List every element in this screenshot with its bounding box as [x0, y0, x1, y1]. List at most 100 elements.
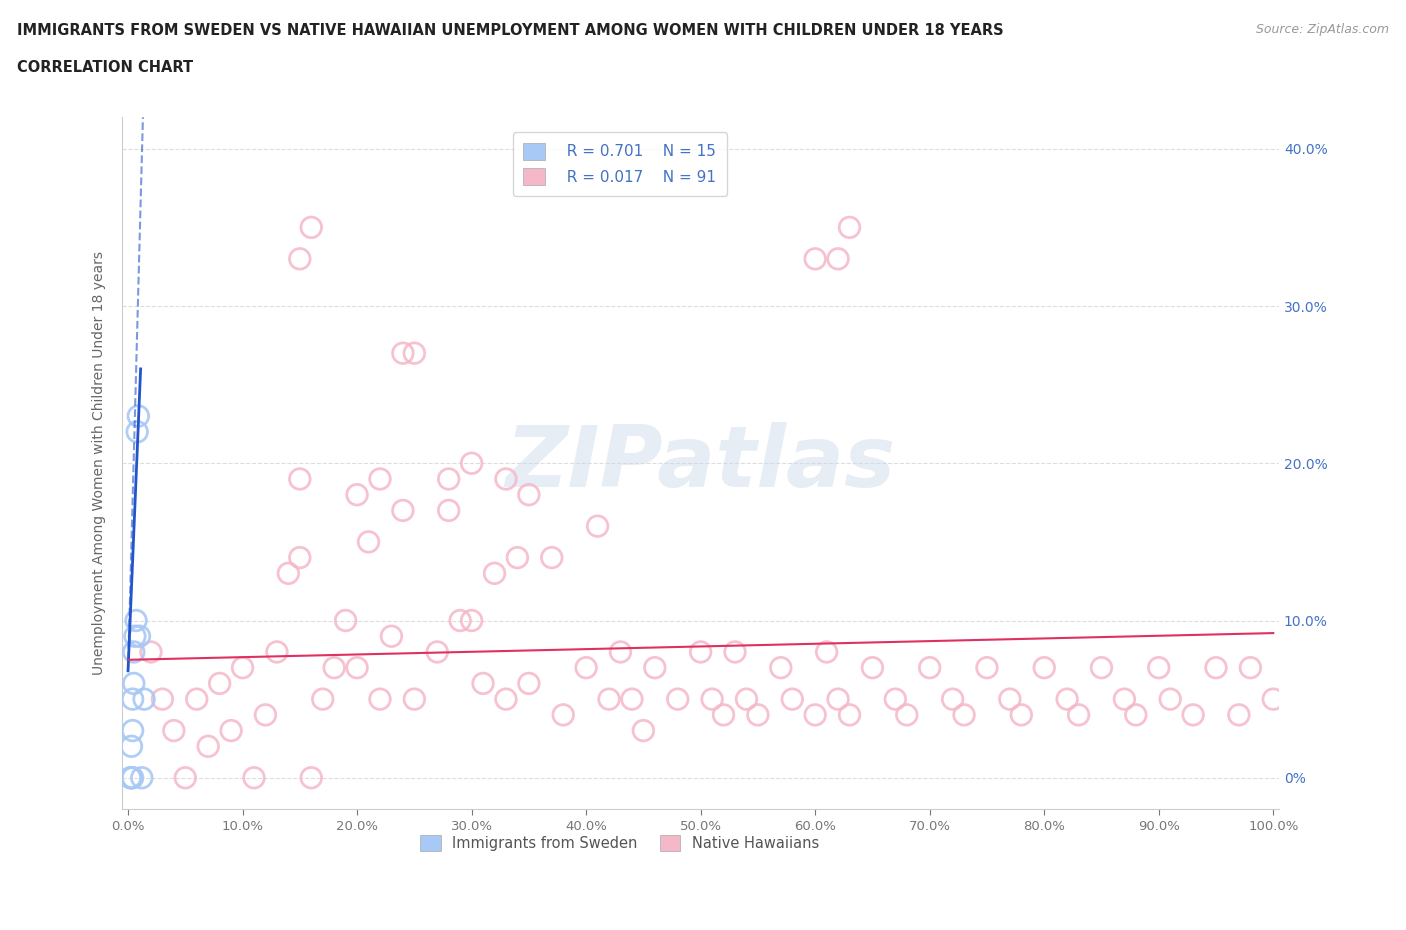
Point: [1090, 660, 1112, 675]
Point: [780, 692, 803, 707]
Point: [127, 424, 149, 439]
Point: [368, 472, 391, 486]
Point: [472, 676, 495, 691]
Point: [713, 708, 735, 723]
Point: [540, 551, 562, 565]
Point: [437, 472, 460, 486]
Point: [392, 346, 415, 361]
Point: [219, 724, 242, 738]
Point: [277, 565, 299, 580]
Legend: Immigrants from Sweden, Native Hawaiians: Immigrants from Sweden, Native Hawaiians: [415, 829, 825, 857]
Point: [131, 770, 153, 785]
Point: [1125, 708, 1147, 723]
Point: [517, 676, 540, 691]
Point: [1010, 708, 1032, 723]
Point: [896, 708, 918, 723]
Point: [1263, 692, 1285, 707]
Point: [769, 660, 792, 675]
Point: [122, 644, 145, 659]
Point: [953, 708, 976, 723]
Point: [449, 613, 471, 628]
Point: [689, 644, 711, 659]
Text: IMMIGRANTS FROM SWEDEN VS NATIVE HAWAIIAN UNEMPLOYMENT AMONG WOMEN WITH CHILDREN: IMMIGRANTS FROM SWEDEN VS NATIVE HAWAIIA…: [17, 23, 1004, 38]
Point: [357, 535, 380, 550]
Point: [633, 724, 655, 738]
Point: [437, 503, 460, 518]
Point: [976, 660, 998, 675]
Point: [243, 770, 266, 785]
Point: [735, 692, 758, 707]
Point: [575, 660, 598, 675]
Point: [553, 708, 575, 723]
Point: [1067, 708, 1090, 723]
Point: [232, 660, 254, 675]
Point: [827, 692, 849, 707]
Point: [495, 472, 517, 486]
Point: [484, 565, 506, 580]
Point: [1114, 692, 1136, 707]
Point: [128, 629, 150, 644]
Point: [598, 692, 620, 707]
Point: [506, 551, 529, 565]
Point: [127, 408, 149, 423]
Point: [132, 692, 155, 707]
Point: [288, 472, 311, 486]
Point: [862, 660, 884, 675]
Point: [460, 456, 482, 471]
Point: [312, 692, 335, 707]
Point: [197, 738, 219, 753]
Point: [426, 644, 449, 659]
Point: [323, 660, 346, 675]
Point: [838, 219, 860, 234]
Point: [124, 629, 146, 644]
Point: [609, 644, 631, 659]
Text: ZIPatlas: ZIPatlas: [506, 421, 896, 505]
Point: [186, 692, 208, 707]
Point: [838, 708, 860, 723]
Point: [460, 613, 482, 628]
Point: [121, 692, 143, 707]
Point: [208, 676, 231, 691]
Point: [1205, 660, 1227, 675]
Point: [1147, 660, 1170, 675]
Text: Source: ZipAtlas.com: Source: ZipAtlas.com: [1256, 23, 1389, 36]
Y-axis label: Unemployment Among Women with Children Under 18 years: Unemployment Among Women with Children U…: [93, 251, 107, 675]
Point: [918, 660, 941, 675]
Point: [163, 724, 186, 738]
Point: [586, 519, 609, 534]
Point: [288, 551, 311, 565]
Point: [942, 692, 965, 707]
Point: [998, 692, 1021, 707]
Point: [1033, 660, 1056, 675]
Point: [644, 660, 666, 675]
Point: [139, 644, 162, 659]
Point: [1056, 692, 1078, 707]
Point: [827, 251, 849, 266]
Point: [392, 503, 415, 518]
Point: [747, 708, 769, 723]
Point: [804, 708, 827, 723]
Text: CORRELATION CHART: CORRELATION CHART: [17, 60, 193, 75]
Point: [404, 692, 426, 707]
Point: [517, 487, 540, 502]
Point: [120, 770, 142, 785]
Point: [804, 251, 827, 266]
Point: [121, 738, 143, 753]
Point: [380, 629, 402, 644]
Point: [1159, 692, 1181, 707]
Point: [495, 692, 517, 707]
Point: [335, 613, 357, 628]
Point: [815, 644, 838, 659]
Point: [150, 692, 173, 707]
Point: [1227, 708, 1250, 723]
Point: [404, 346, 426, 361]
Point: [254, 708, 277, 723]
Point: [266, 644, 288, 659]
Point: [1182, 708, 1205, 723]
Point: [700, 692, 723, 707]
Point: [368, 692, 391, 707]
Point: [121, 770, 143, 785]
Point: [122, 676, 145, 691]
Point: [125, 613, 148, 628]
Point: [121, 724, 143, 738]
